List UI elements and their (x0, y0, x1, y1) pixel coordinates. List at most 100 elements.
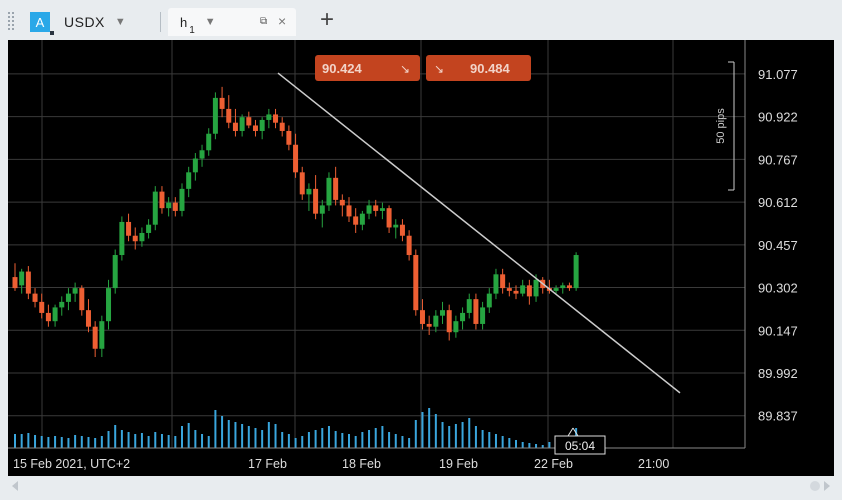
volume-bar (160, 434, 163, 448)
candle (199, 144, 205, 167)
volume-bar (221, 416, 224, 448)
instrument-dropdown-icon[interactable]: ▼ (114, 16, 126, 28)
volume-bar (294, 438, 297, 448)
candle (399, 219, 405, 242)
volume-bar (468, 418, 471, 448)
candle (139, 227, 145, 247)
pips-ruler: 50 pips (715, 61, 735, 191)
candle (526, 279, 532, 305)
candle (366, 199, 372, 220)
volume-bar (307, 432, 310, 448)
horizontal-scrollbar[interactable] (8, 478, 834, 494)
candle-body (112, 255, 118, 289)
candle-body (386, 208, 392, 228)
chart-svg[interactable]: 91.077 90.922 90.767 90.612 90.457 90.302 90.1… (8, 40, 834, 476)
timeframe-dropdown-icon[interactable]: ▼ (204, 16, 216, 28)
volume-bar (100, 436, 103, 448)
candle-body (379, 208, 385, 211)
time-tick-label: 19 Feb (439, 457, 478, 471)
price-tick-label: 90.457 (758, 238, 798, 253)
volume-bar (301, 436, 304, 448)
volume-bars (14, 408, 578, 448)
candle (12, 263, 18, 291)
candle (219, 86, 225, 118)
scroll-left-icon[interactable] (12, 481, 18, 491)
candle-body (186, 172, 192, 189)
candle-body (206, 133, 212, 151)
add-tab-button[interactable]: + (320, 6, 335, 33)
candle (226, 95, 232, 129)
candle-body (179, 188, 185, 211)
buy-price-box[interactable]: ↘ 90.484 (426, 55, 531, 81)
candle (79, 285, 85, 316)
candle (433, 310, 439, 333)
candle-body (32, 293, 38, 302)
volume-bar (474, 426, 477, 448)
candle-body (460, 312, 466, 322)
candle-body (453, 321, 459, 333)
volume-bar (267, 422, 270, 448)
candle (446, 304, 452, 341)
volume-bar (535, 444, 538, 448)
candle-body (45, 312, 51, 322)
volume-bar (60, 437, 63, 448)
time-tick-label: 17 Feb (248, 457, 287, 471)
candle-body (106, 288, 112, 322)
drag-handle-icon[interactable] (8, 12, 14, 30)
volume-bar (287, 434, 290, 448)
candle (333, 166, 339, 206)
tab-timeframe[interactable]: h1 ▼ ⧉ × (168, 8, 296, 36)
candle-body (526, 285, 532, 297)
tab-instrument[interactable]: A USDX ▼ (30, 8, 158, 36)
candle-body (85, 310, 91, 327)
candle (359, 210, 365, 231)
candle (393, 219, 399, 239)
candle (319, 199, 325, 228)
candle-body (39, 301, 45, 313)
volume-bar (481, 430, 484, 448)
candle-body (139, 232, 145, 242)
timeframe-letter: h (180, 14, 188, 30)
candle-body (319, 205, 325, 214)
sell-price-box[interactable]: 90.424 ↘ (315, 55, 420, 81)
candle-body (359, 213, 365, 225)
scroll-right-icon[interactable] (824, 481, 830, 491)
volume-bar (394, 434, 397, 448)
volume-bar (327, 426, 330, 448)
candle (279, 117, 285, 137)
volume-bar (120, 430, 123, 448)
chart-area[interactable]: 91.077 90.922 90.767 90.612 90.457 90.302 90.1… (8, 40, 834, 476)
candle-body (440, 310, 446, 316)
volume-bar (348, 434, 350, 448)
candle (99, 315, 105, 358)
volume-bar (521, 442, 524, 448)
candle (132, 227, 138, 250)
volume-bar (274, 424, 277, 448)
candle (172, 197, 178, 217)
candle-body (199, 150, 205, 159)
candle-body (426, 323, 432, 327)
volume-bar (194, 430, 197, 448)
volume-bar (114, 425, 117, 448)
volume-bar (421, 412, 424, 448)
trendline[interactable] (277, 72, 681, 394)
candle (39, 293, 45, 319)
candle-body (212, 97, 218, 134)
price-tick-label: 89.837 (758, 409, 798, 424)
candle-body (65, 293, 71, 302)
volume-bar (508, 438, 511, 448)
candle-body (573, 255, 579, 289)
candle-body (393, 224, 399, 228)
candle-body (553, 288, 559, 291)
scroll-thumb[interactable] (810, 481, 820, 491)
volume-bar (341, 433, 344, 448)
volume-bar (414, 420, 417, 448)
candle-body (346, 205, 352, 217)
candle (239, 114, 245, 137)
candle (466, 293, 472, 319)
candle-body (446, 310, 452, 333)
candle-body (146, 224, 152, 233)
close-icon[interactable]: × (278, 13, 287, 29)
popout-icon[interactable]: ⧉ (260, 16, 268, 27)
candle-body (299, 172, 305, 195)
